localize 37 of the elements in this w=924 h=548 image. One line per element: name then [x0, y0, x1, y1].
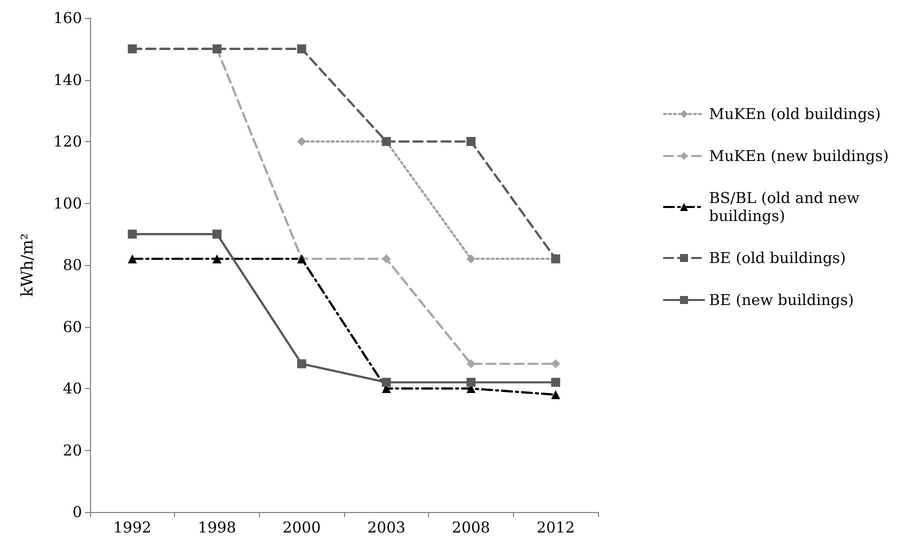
y-tick-label: 80	[62, 256, 82, 274]
y-tick-label: 160	[53, 9, 82, 27]
point	[466, 359, 476, 368]
y-tick-label: 140	[53, 70, 82, 89]
point	[297, 44, 306, 54]
point	[297, 137, 306, 146]
point	[128, 254, 137, 264]
x-tick-label: 2003	[367, 518, 406, 536]
x-tick-label: 1998	[198, 518, 236, 536]
legend-label: MuKEn (new buildings)	[709, 147, 889, 165]
point	[551, 390, 560, 400]
point	[212, 230, 222, 239]
y-tick-label: 120	[53, 132, 82, 150]
point	[551, 378, 560, 387]
point	[466, 137, 476, 146]
point	[297, 359, 306, 368]
y-tick-label: 40	[62, 380, 82, 398]
y-tick-label: 0	[72, 503, 82, 521]
legend-label: MuKEn (old buildings)	[709, 105, 881, 123]
x-tick-label: 2008	[452, 518, 490, 536]
x-tick-label: 2012	[536, 518, 575, 536]
point	[466, 378, 476, 387]
y-tick-label: 100	[53, 194, 82, 212]
point	[382, 254, 391, 264]
point	[212, 254, 222, 264]
legend-label: BE (old buildings)	[709, 249, 846, 267]
x-tick-label: 1992	[113, 518, 152, 536]
point	[466, 254, 476, 264]
point	[382, 378, 391, 387]
y-axis-title: kWh/m²	[18, 233, 36, 297]
legend-label: BS/BL (old and new buildings)	[709, 189, 864, 225]
x-tick-label: 2000	[282, 518, 321, 536]
point	[551, 359, 560, 368]
point	[128, 230, 137, 239]
y-tick-label: 60	[62, 318, 82, 336]
y-tick-label: 20	[62, 441, 82, 460]
legend-label: BE (new buildings)	[709, 291, 854, 309]
